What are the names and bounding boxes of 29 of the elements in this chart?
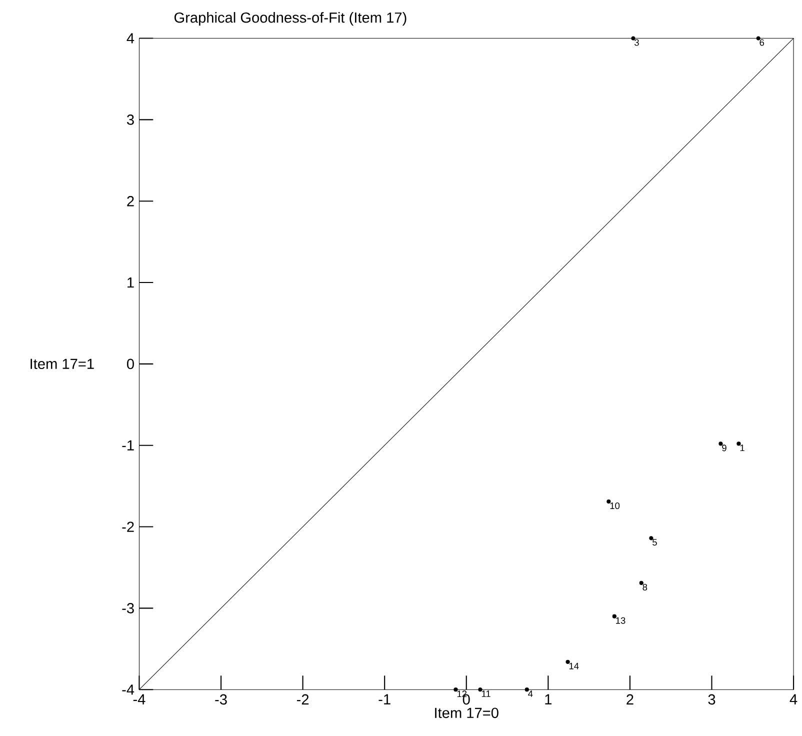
annotation: 11	[482, 690, 490, 697]
annotation: 10	[610, 502, 620, 510]
annotation: 14	[569, 662, 579, 670]
y-tick-label: -1	[122, 440, 134, 450]
annotation: 1	[740, 444, 744, 452]
y-axis-title: Item 17=1	[30, 358, 94, 370]
x-tick-label: -1	[378, 694, 390, 704]
x-tick-label: -2	[296, 694, 309, 705]
y-tick-label: -2	[122, 522, 134, 532]
x-tick-label: 1	[545, 694, 552, 704]
annotation: 5	[652, 539, 657, 546]
annotation: 8	[642, 584, 648, 591]
x-axis-title: Item 17=0	[435, 708, 498, 718]
x-tick-label: -3	[215, 694, 227, 705]
y-tick-label: -4	[122, 684, 134, 695]
chart-title: Graphical Goodness-of-Fit (Item 17)	[174, 12, 406, 26]
x-tick-label: 3	[708, 694, 716, 705]
y-tick-label: 3	[126, 114, 134, 125]
annotation: 13	[616, 617, 626, 624]
y-tick-label: -3	[122, 603, 134, 614]
y-tick-label: 2	[127, 196, 134, 206]
x-tick-label: 4	[790, 694, 798, 704]
y-tick-label: 0	[126, 358, 134, 370]
y-tick-label: 1	[128, 278, 134, 288]
x-tick-label: 2	[626, 694, 634, 705]
annotation: 3	[634, 39, 639, 46]
y-tick-label: 4	[126, 33, 134, 44]
annotation: 6	[760, 39, 764, 46]
annotation: 9	[722, 444, 726, 452]
